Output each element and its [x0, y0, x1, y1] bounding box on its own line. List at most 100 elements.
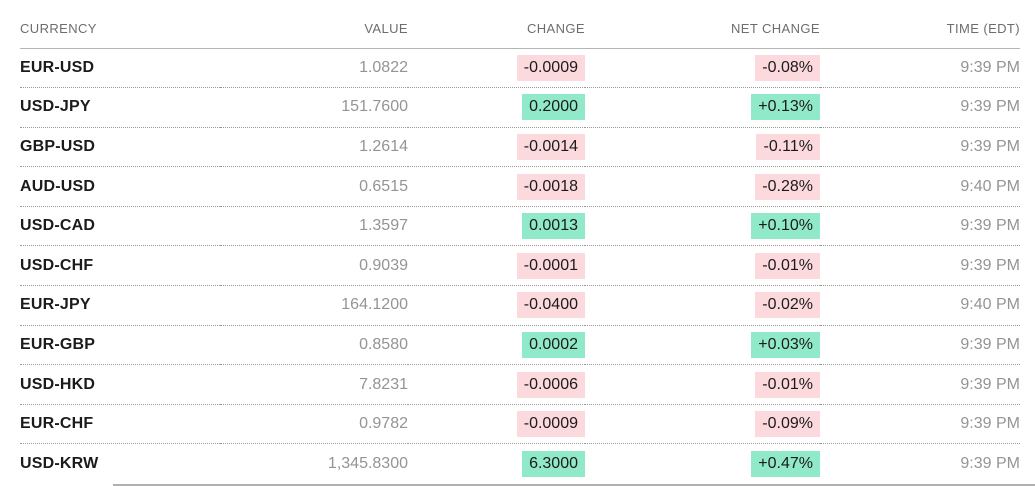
change-cell: -0.0006: [408, 364, 585, 405]
time-cell: 9:39 PM: [820, 325, 1020, 366]
value-cell: 0.9782: [220, 404, 408, 445]
change-cell: -0.0009: [408, 404, 585, 445]
value-cell: 1.3597: [220, 206, 408, 247]
change-chip: 0.0002: [522, 331, 585, 358]
table-row: EUR-GBP 0.8580 0.0002 +0.03% 9:39 PM: [20, 325, 1020, 366]
currency-pair-link[interactable]: EUR-USD: [20, 58, 95, 76]
column-header-value: VALUE: [220, 0, 408, 49]
time-cell: 9:39 PM: [820, 87, 1020, 128]
change-cell: 6.3000: [408, 444, 585, 484]
change-cell: -0.0001: [408, 245, 585, 287]
currency-pair-link[interactable]: USD-JPY: [20, 98, 91, 116]
change-cell: 0.2000: [408, 87, 585, 128]
table-row: EUR-USD 1.0822 -0.0009 -0.08% 9:39 PM: [20, 48, 1020, 89]
column-header-net-change: NET CHANGE: [585, 0, 820, 49]
time-cell: 9:40 PM: [820, 166, 1020, 207]
change-chip: -0.0018: [516, 173, 585, 200]
change-cell: -0.0400: [408, 285, 585, 326]
change-chip: -0.0006: [516, 371, 585, 398]
net-change-cell: -0.02%: [585, 285, 820, 326]
net-change-cell: -0.11%: [585, 127, 820, 168]
currency-pair-link[interactable]: EUR-CHF: [20, 415, 94, 433]
column-header-change: CHANGE: [408, 0, 585, 49]
column-header-currency: CURRENCY: [20, 0, 220, 49]
net-change-cell: -0.28%: [585, 166, 820, 207]
currency-pair-link[interactable]: EUR-GBP: [20, 335, 96, 353]
table-row: USD-CAD 1.3597 0.0013 +0.10% 9:39 PM: [20, 206, 1020, 247]
currency-cell: USD-CAD: [20, 206, 220, 247]
value-cell: 1,345.8300: [327, 454, 408, 472]
currency-pair-link[interactable]: USD-KRW: [20, 454, 99, 472]
change-chip: -0.0014: [516, 133, 585, 160]
net-change-chip: +0.13%: [751, 94, 820, 121]
time-cell: 9:39 PM: [960, 454, 1020, 472]
net-change-cell: -0.08%: [585, 48, 820, 89]
net-change-cell: +0.10%: [585, 206, 820, 247]
currency-pair-link[interactable]: EUR-JPY: [20, 296, 91, 314]
net-change-chip: +0.10%: [751, 213, 820, 240]
fx-rates-table: CURRENCY VALUE CHANGE NET CHANGE TIME (E…: [20, 0, 1020, 484]
net-change-chip: -0.11%: [756, 133, 820, 160]
table-row: USD-HKD 7.8231 -0.0006 -0.01% 9:39 PM: [20, 364, 1020, 405]
value-cell: 164.1200: [220, 285, 408, 326]
change-chip: -0.0009: [516, 54, 585, 81]
value-cell: 1.0822: [220, 48, 408, 89]
change-chip: 0.2000: [522, 94, 585, 121]
currency-pair-link[interactable]: USD-HKD: [20, 375, 96, 393]
currency-pair-link[interactable]: USD-CHF: [20, 256, 94, 274]
change-chip: -0.0400: [516, 292, 585, 319]
change-chip: -0.0001: [516, 252, 585, 279]
time-cell: 9:39 PM: [820, 127, 1020, 168]
value-cell: 7.8231: [220, 364, 408, 405]
value-cell: 151.7600: [220, 87, 408, 128]
horizontal-scrollbar[interactable]: [113, 484, 1035, 486]
net-change-cell: -0.01%: [585, 245, 820, 287]
currency-cell: AUD-USD: [20, 166, 220, 207]
net-change-chip: -0.01%: [755, 371, 820, 398]
net-change-cell: +0.03%: [585, 325, 820, 366]
change-chip: -0.0009: [516, 411, 585, 438]
time-cell: 9:39 PM: [820, 48, 1020, 89]
table-row: USD-JPY 151.7600 0.2000 +0.13% 9:39 PM: [20, 87, 1020, 128]
currency-cell: USD-JPY: [20, 87, 220, 128]
net-change-chip: -0.28%: [755, 173, 820, 200]
currency-pair-link[interactable]: AUD-USD: [20, 177, 96, 195]
value-cell: 0.9039: [220, 245, 408, 287]
change-chip: 6.3000: [522, 450, 585, 477]
net-change-chip: -0.02%: [755, 292, 820, 319]
net-change-cell: +0.13%: [585, 87, 820, 128]
currency-cell: GBP-USD: [20, 127, 220, 168]
net-change-chip: -0.01%: [755, 252, 820, 279]
table-row: USD-KRW 1,345.8300 6.3000 +0.47% 9:39 PM: [20, 444, 1020, 484]
change-cell: -0.0014: [408, 127, 585, 168]
currency-cell: USD-HKD: [20, 364, 220, 405]
time-cell: 9:39 PM: [820, 245, 1020, 287]
time-cell: 9:39 PM: [820, 364, 1020, 405]
currency-cell: EUR-CHF: [20, 404, 220, 445]
table-row: USD-CHF 0.9039 -0.0001 -0.01% 9:39 PM: [20, 245, 1020, 287]
currency-pair-link[interactable]: GBP-USD: [20, 137, 96, 155]
currency-pair-link[interactable]: USD-CAD: [20, 217, 96, 235]
change-chip: 0.0013: [522, 213, 585, 240]
table-body: EUR-USD 1.0822 -0.0009 -0.08% 9:39 PM US…: [20, 48, 1020, 484]
currency-cell: USD-CHF: [20, 245, 220, 287]
change-cell: 0.0013: [408, 206, 585, 247]
header-row: CURRENCY VALUE CHANGE NET CHANGE TIME (E…: [20, 0, 1020, 49]
table-row: EUR-CHF 0.9782 -0.0009 -0.09% 9:39 PM: [20, 404, 1020, 445]
table-row: GBP-USD 1.2614 -0.0014 -0.11% 9:39 PM: [20, 127, 1020, 168]
net-change-chip: +0.03%: [751, 331, 820, 358]
time-cell: 9:40 PM: [820, 285, 1020, 326]
change-cell: -0.0018: [408, 166, 585, 207]
net-change-cell: -0.01%: [585, 364, 820, 405]
change-cell: 0.0002: [408, 325, 585, 366]
net-change-cell: -0.09%: [585, 404, 820, 445]
column-header-time: TIME (EDT): [820, 0, 1020, 49]
currency-cell: EUR-JPY: [20, 285, 220, 326]
currency-cell: USD-KRW: [20, 444, 220, 484]
value-cell: 0.8580: [220, 325, 408, 366]
table-row: EUR-JPY 164.1200 -0.0400 -0.02% 9:40 PM: [20, 285, 1020, 326]
change-cell: -0.0009: [408, 48, 585, 89]
currency-cell: EUR-USD: [20, 48, 220, 89]
time-cell: 9:39 PM: [820, 404, 1020, 445]
